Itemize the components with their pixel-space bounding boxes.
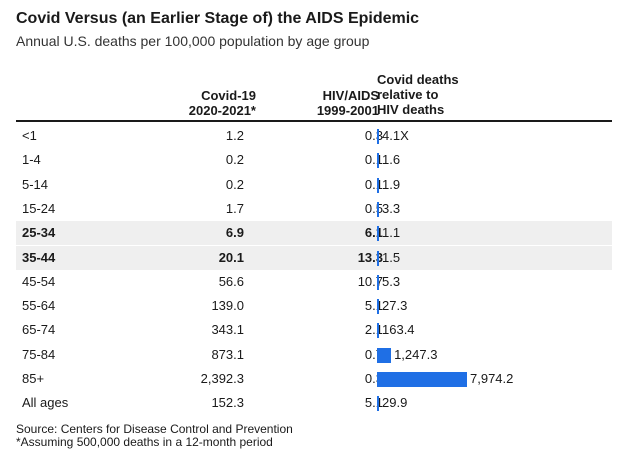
table-row: 35-44 20.1 13.3 1.5 — [16, 245, 612, 270]
hiv-rate-cell: 0.1 — [364, 176, 383, 192]
hiv-rate-cell: 0.5 — [364, 200, 383, 216]
ratio-label: 5.3 — [382, 273, 401, 289]
table-row: 65-74 343.1 2.1 163.4 — [16, 318, 612, 342]
hiv-header-line-2: 1999-2001 — [316, 103, 379, 118]
header-rule — [16, 120, 612, 122]
ratio-header-line-2: relative to — [377, 87, 439, 102]
hiv-rate-cell: 10.7 — [357, 273, 383, 289]
age-group-cell: 25-34 — [22, 225, 56, 241]
ratio-bar — [377, 177, 379, 193]
age-group-cell: 55-64 — [22, 298, 56, 314]
age-group-cell: 65-74 — [22, 322, 56, 338]
ratio-label: 3.3 — [382, 200, 401, 216]
age-group-cell: All ages — [22, 395, 69, 411]
ratio-bar — [377, 250, 379, 266]
source-text: Source: Centers for Disease Control and … — [16, 422, 293, 436]
ratio-bar — [377, 226, 379, 242]
ratio-bar — [377, 372, 467, 387]
hiv-rate-cell: 5.1 — [364, 298, 383, 314]
age-group-cell: 5-14 — [22, 176, 49, 192]
age-group-cell: 1-4 — [22, 152, 41, 168]
ratio-label: 1.9 — [382, 176, 401, 192]
ratio-label: 4.1X — [382, 128, 409, 143]
age-group-cell: 35-44 — [22, 249, 56, 265]
ratio-bar — [377, 396, 379, 412]
table-row: 55-64 139.0 5.1 27.3 — [16, 294, 612, 318]
hiv-rate-cell: 6.1 — [364, 225, 383, 241]
covid-column-header: Covid-19 2020-2021* — [189, 88, 256, 118]
ratio-column-header: Covid deaths relative to HIV deaths — [377, 72, 459, 117]
ratio-label: 29.9 — [382, 395, 408, 411]
ratio-label: 1.6 — [382, 152, 401, 168]
ratio-header-line-1: Covid deaths — [377, 72, 459, 87]
covid-rate-cell: 56.6 — [218, 273, 244, 289]
covid-rate-cell: 873.1 — [211, 346, 244, 362]
ratio-bar — [377, 299, 379, 315]
table-row: 75-84 873.1 0.7 1,247.3 — [16, 343, 612, 367]
covid-rate-cell: 6.9 — [225, 225, 244, 241]
table-row: <1 1.2 0.3 4.1X — [16, 124, 612, 148]
age-group-cell: <1 — [22, 128, 37, 143]
covid-rate-cell: 2,392.3 — [200, 371, 244, 386]
age-group-cell: 75-84 — [22, 346, 56, 362]
hiv-column-header: HIV/AIDS 1999-2001 — [317, 88, 379, 118]
ratio-header-line-3: HIV deaths — [377, 102, 445, 117]
ratio-label: 1,247.3 — [394, 346, 438, 362]
covid-rate-cell: 343.1 — [211, 322, 244, 338]
ratio-bar — [377, 323, 379, 339]
covid-rate-cell: 1.7 — [225, 200, 244, 216]
ratio-bar — [377, 129, 379, 144]
table-row: 45-54 56.6 10.7 5.3 — [16, 270, 612, 294]
chart-subtitle: Annual U.S. deaths per 100,000 populatio… — [16, 33, 370, 49]
ratio-bar — [377, 274, 379, 290]
table-row: All ages 152.3 5.1 29.9 — [16, 391, 612, 415]
age-group-cell: 85+ — [22, 371, 45, 386]
covid-rate-cell: 1.2 — [225, 128, 244, 143]
chart-title: Covid Versus (an Earlier Stage of) the A… — [16, 10, 420, 27]
table-row: 25-34 6.9 6.1 1.1 — [16, 221, 612, 246]
hiv-rate-cell: 0.1 — [364, 152, 383, 168]
ratio-bar — [377, 347, 392, 363]
hiv-rate-cell: 0.3 — [364, 128, 383, 143]
age-group-cell: 45-54 — [22, 273, 56, 289]
covid-rate-cell: 152.3 — [211, 395, 244, 411]
ratio-label: 1.5 — [382, 249, 401, 265]
ratio-label: 7,974.2 — [470, 371, 514, 386]
covid-rate-cell: 139.0 — [211, 298, 244, 314]
table-row: 85+ 2,392.3 0.3 7,974.2 — [16, 367, 612, 391]
ratio-label: 163.4 — [382, 322, 415, 338]
source-note: Source: Centers for Disease Control and … — [16, 423, 293, 449]
ratio-label: 27.3 — [382, 298, 408, 314]
table-row: 5-14 0.2 0.1 1.9 — [16, 173, 612, 197]
ratio-label: 1.1 — [382, 225, 401, 241]
covid-rate-cell: 0.2 — [225, 176, 244, 192]
age-group-cell: 15-24 — [22, 200, 56, 216]
hiv-rate-cell: 5.1 — [364, 395, 383, 411]
table-row: 15-24 1.7 0.5 3.3 — [16, 197, 612, 221]
covid-header-line-1: Covid-19 — [201, 88, 256, 103]
ratio-bar — [377, 201, 379, 217]
table-row: 1-4 0.2 0.1 1.6 — [16, 148, 612, 172]
covid-rate-cell: 0.2 — [225, 152, 244, 168]
hiv-header-line-1: HIV/AIDS — [322, 88, 379, 103]
hiv-rate-cell: 2.1 — [364, 322, 383, 338]
hiv-rate-cell: 13.3 — [357, 249, 383, 265]
ratio-bar — [377, 153, 379, 169]
covid-rate-cell: 20.1 — [218, 249, 244, 265]
covid-header-line-2: 2020-2021* — [188, 103, 256, 118]
footnote-text: *Assuming 500,000 deaths in a 12-month p… — [16, 435, 273, 449]
